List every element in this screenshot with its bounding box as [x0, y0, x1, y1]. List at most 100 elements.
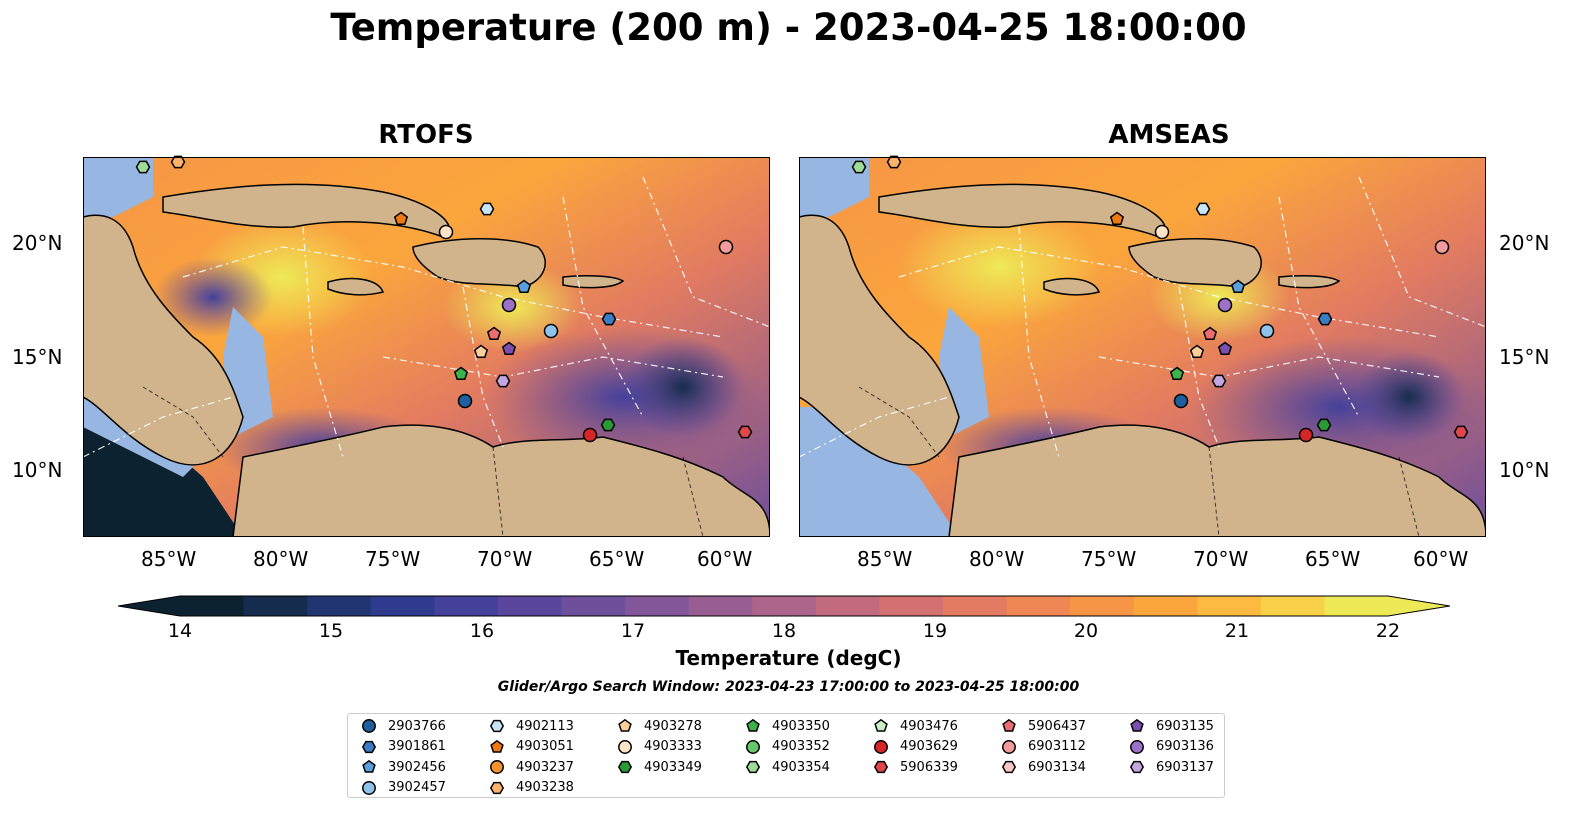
float-marker-5906339: [737, 425, 753, 439]
pentagon-marker-icon: [490, 739, 504, 753]
float-marker-3902457: [543, 323, 559, 339]
pentagon-marker-icon: [874, 718, 888, 732]
float-marker-3902456: [1230, 279, 1246, 294]
lat-tick-label-left: 20°N: [12, 231, 63, 255]
circle-marker-icon: [362, 719, 376, 733]
float-marker-6903137: [495, 374, 511, 388]
colorbar-segment: [434, 596, 499, 616]
float-marker-5906437: [486, 326, 502, 341]
panel-title-amseas: AMSEAS: [1108, 120, 1230, 150]
colorbar-outline: [118, 595, 1450, 617]
legend-label: 4903350: [772, 718, 830, 734]
float-marker-4903350: [1169, 366, 1185, 381]
legend-item: 4903350: [744, 716, 830, 736]
warm-core: [899, 207, 1099, 327]
land-central-america: [83, 214, 244, 466]
legend-item: 4903237: [488, 757, 574, 777]
float-marker-3902456: [516, 279, 532, 294]
legend-label: 4903333: [644, 739, 702, 754]
hexagon-marker-icon: [873, 760, 889, 774]
colorbar-tick-label: 15: [318, 620, 344, 642]
map-panel-amseas: [799, 157, 1486, 537]
float-marker-5906339: [1453, 425, 1469, 439]
legend-item: 4903051: [488, 737, 574, 757]
lon-tick-label-right: 80°W: [969, 547, 1025, 571]
colorbar-segment: [307, 596, 372, 616]
float-marker-4903051: [1109, 211, 1125, 226]
float-marker-4903629: [582, 427, 598, 443]
land-jamaica: [327, 277, 385, 296]
colorbar-extend-min: [118, 596, 180, 616]
hexagon-marker-icon: [1001, 760, 1017, 774]
float-marker-6903137: [1211, 374, 1227, 388]
map-frame-amseas: [799, 157, 1486, 537]
legend-label: 6903134: [1028, 759, 1086, 775]
lon-tick-label-right: 65°W: [1305, 547, 1361, 571]
hexagon-marker-icon: [1129, 760, 1145, 774]
legend: 2903766 3901861 3902456 3902457 4902113 49030…: [347, 713, 1225, 798]
legend-label: 3902457: [388, 780, 446, 795]
legend-item: 5906339: [872, 757, 958, 777]
legend-item: 2903766: [360, 716, 446, 736]
legend-item: 6903134: [1000, 757, 1086, 777]
cold-core: [1354, 352, 1464, 442]
float-marker-4903333: [1154, 224, 1170, 240]
lon-tick-label-right: 75°W: [1081, 547, 1137, 571]
float-marker-4903278: [473, 344, 489, 359]
shelf-region: [799, 157, 869, 217]
float-marker-4903629: [1298, 427, 1314, 443]
land-puerto-rico: [562, 275, 625, 289]
float-marker-4903349: [600, 418, 616, 432]
eez-boundaries: [799, 176, 1486, 458]
country-borders: [858, 386, 1420, 537]
legend-label: 4903476: [900, 718, 958, 734]
circle-marker-icon: [1130, 739, 1144, 754]
circle-marker-icon: [1002, 739, 1016, 754]
legend-item: 6903135: [1128, 716, 1214, 736]
lat-tick-label-right: 10°N: [1499, 458, 1550, 482]
lon-tick-label-left: 75°W: [365, 547, 421, 571]
legend-label: 6903137: [1156, 759, 1214, 775]
colorbar-segment: [879, 596, 944, 616]
colorbar-segment: [1070, 596, 1135, 616]
lon-tick-label-right: 85°W: [857, 547, 913, 571]
colorbar-segment: [942, 596, 1008, 616]
legend-item: 4903629: [872, 737, 958, 757]
legend-label: 6903135: [1156, 718, 1214, 734]
land-central-america: [799, 214, 960, 466]
colorbar-segment: [1324, 596, 1389, 616]
panel-title-rtofs: RTOFS: [378, 120, 474, 150]
colorbar-tick-label: 17: [620, 620, 646, 642]
float-marker-4902113: [1195, 202, 1211, 216]
lon-tick-label-left: 70°W: [477, 547, 533, 571]
colorbar-segment: [1006, 596, 1071, 616]
lon-tick-label-right: 60°W: [1413, 547, 1469, 571]
colorbar-tick-label: 22: [1375, 620, 1401, 642]
float-marker-6903136: [501, 297, 517, 313]
legend-label: 6903136: [1156, 739, 1214, 754]
float-marker-4903350: [453, 366, 469, 381]
lon-tick-label-left: 85°W: [141, 547, 197, 571]
hexagon-marker-icon: [745, 760, 761, 774]
colorbar-segment: [625, 596, 690, 616]
legend-label: 4903349: [644, 759, 702, 775]
colorbar-segment: [1260, 596, 1325, 616]
pentagon-marker-icon: [1002, 718, 1016, 732]
colorbar-tick-label: 14: [167, 620, 193, 642]
hexagon-marker-icon: [489, 781, 505, 794]
colorbar-label: Temperature (degC): [675, 646, 902, 670]
pentagon-marker-icon: [362, 759, 376, 773]
legend-label: 6903112: [1028, 739, 1086, 754]
pentagon-marker-icon: [618, 718, 632, 732]
colorbar-tick-label: 16: [469, 620, 495, 642]
cold-core: [623, 337, 743, 437]
hexagon-marker-icon: [617, 760, 633, 774]
legend-item: 3902456: [360, 757, 446, 777]
hexagon-marker-icon: [489, 719, 505, 733]
legend-label: 4903629: [900, 739, 958, 754]
colorbar-tick-label: 21: [1224, 620, 1250, 642]
land-south-america: [948, 424, 1486, 537]
colorbar-segment: [1197, 596, 1262, 616]
float-marker-6903135: [1217, 341, 1233, 356]
